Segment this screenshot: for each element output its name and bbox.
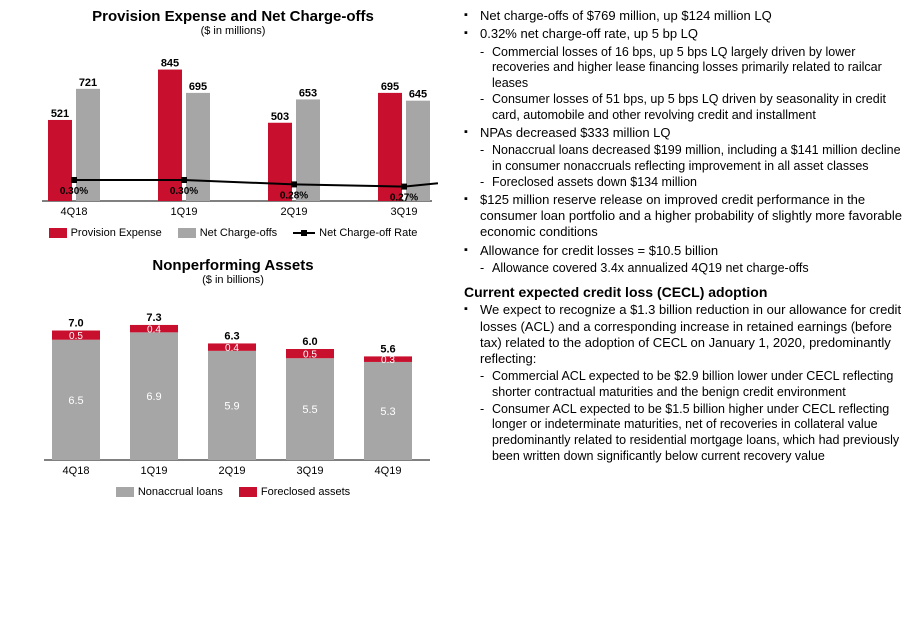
svg-text:0.5: 0.5 <box>69 331 83 342</box>
svg-text:0.28%: 0.28% <box>280 190 308 201</box>
svg-text:503: 503 <box>271 111 289 123</box>
sub-bullet-item: Commercial losses of 16 bps, up 5 bps LQ… <box>480 45 904 92</box>
sub-bullets: Nonaccrual loans decreased $199 million,… <box>480 143 904 191</box>
sub-bullets: Commercial ACL expected to be $2.9 billi… <box>480 369 904 464</box>
bullet-item: $125 million reserve release on improved… <box>464 192 904 241</box>
svg-text:0.3: 0.3 <box>381 355 395 366</box>
svg-text:521: 521 <box>51 108 69 120</box>
legend-nonaccrual: Nonaccrual loans <box>116 486 223 498</box>
legend-provision: Provision Expense <box>49 227 162 239</box>
svg-text:4Q19: 4Q19 <box>375 465 402 477</box>
legend-chargeoffs: Net Charge-offs <box>178 227 277 239</box>
svg-text:3Q19: 3Q19 <box>297 465 324 477</box>
sub-bullet-item: Foreclosed assets down $134 million <box>480 175 904 191</box>
right-panel: Net charge-offs of $769 million, up $124… <box>460 0 918 619</box>
svg-text:6.0: 6.0 <box>302 336 317 348</box>
svg-text:1Q19: 1Q19 <box>171 206 198 218</box>
svg-text:2Q19: 2Q19 <box>281 206 308 218</box>
svg-text:721: 721 <box>79 77 97 89</box>
svg-text:5.6: 5.6 <box>380 343 395 355</box>
bullets-main: Net charge-offs of $769 million, up $124… <box>464 8 904 276</box>
chart2-subtitle: ($ in billions) <box>18 274 448 286</box>
sub-bullets: Commercial losses of 16 bps, up 5 bps LQ… <box>480 45 904 124</box>
bullets-cecl: We expect to recognize a $1.3 billion re… <box>464 302 904 464</box>
chart2: 6.50.57.04Q186.90.47.31Q195.90.46.32Q195… <box>18 292 448 482</box>
svg-text:7.3: 7.3 <box>146 312 161 324</box>
legend-foreclosed: Foreclosed assets <box>239 486 350 498</box>
bullet-item: We expect to recognize a $1.3 billion re… <box>464 302 904 367</box>
svg-text:3Q19: 3Q19 <box>391 206 418 218</box>
svg-text:4Q18: 4Q18 <box>61 206 88 218</box>
left-panel: Provision Expense and Net Charge-offs ($… <box>0 0 460 619</box>
svg-text:6.9: 6.9 <box>146 391 161 403</box>
svg-text:1Q19: 1Q19 <box>141 465 168 477</box>
svg-text:0.30%: 0.30% <box>170 186 198 197</box>
cecl-heading: Current expected credit loss (CECL) adop… <box>464 284 904 300</box>
bullet-item: NPAs decreased $333 million LQ <box>464 125 904 141</box>
svg-text:695: 695 <box>381 81 399 93</box>
sub-bullet-item: Consumer ACL expected to be $1.5 billion… <box>480 402 904 465</box>
bullet-item: Allowance for credit losses = $10.5 bill… <box>464 243 904 259</box>
svg-text:5.3: 5.3 <box>380 406 395 418</box>
sub-bullet-item: Commercial ACL expected to be $2.9 billi… <box>480 369 904 400</box>
svg-text:6.5: 6.5 <box>68 395 83 407</box>
svg-text:653: 653 <box>299 87 317 99</box>
svg-text:4Q18: 4Q18 <box>63 465 90 477</box>
chart1-title: Provision Expense and Net Charge-offs <box>18 8 448 25</box>
svg-text:845: 845 <box>161 58 179 70</box>
svg-text:6.3: 6.3 <box>224 330 239 342</box>
svg-text:5.9: 5.9 <box>224 400 239 412</box>
sub-bullet-item: Consumer losses of 51 bps, up 5 bps LQ d… <box>480 92 904 123</box>
svg-text:2Q19: 2Q19 <box>219 465 246 477</box>
svg-text:0.27%: 0.27% <box>390 193 418 204</box>
svg-text:0.4: 0.4 <box>225 343 239 354</box>
bullet-item: Net charge-offs of $769 million, up $124… <box>464 8 904 24</box>
svg-text:695: 695 <box>189 81 207 93</box>
chart1-legend: Provision Expense Net Charge-offs Net Ch… <box>18 227 448 239</box>
svg-text:0.30%: 0.30% <box>60 186 88 197</box>
sub-bullet-item: Nonaccrual loans decreased $199 million,… <box>480 143 904 174</box>
svg-text:5.5: 5.5 <box>302 404 317 416</box>
svg-text:0.4: 0.4 <box>147 325 161 336</box>
svg-text:645: 645 <box>409 89 427 101</box>
chart2-title: Nonperforming Assets <box>18 257 448 274</box>
chart1-subtitle: ($ in millions) <box>18 25 448 37</box>
legend-rate: Net Charge-off Rate <box>293 227 417 239</box>
chart1: 521 721 4Q18 845 695 1Q19 503 653 2Q19 695 645 3Q19… <box>18 43 448 223</box>
sub-bullets: Allowance covered 3.4x annualized 4Q19 n… <box>480 261 904 277</box>
svg-text:0.5: 0.5 <box>303 350 317 361</box>
bullet-item: 0.32% net charge-off rate, up 5 bp LQ <box>464 26 904 42</box>
svg-text:7.0: 7.0 <box>68 318 83 330</box>
sub-bullet-item: Allowance covered 3.4x annualized 4Q19 n… <box>480 261 904 277</box>
chart2-legend: Nonaccrual loans Foreclosed assets <box>18 486 448 498</box>
